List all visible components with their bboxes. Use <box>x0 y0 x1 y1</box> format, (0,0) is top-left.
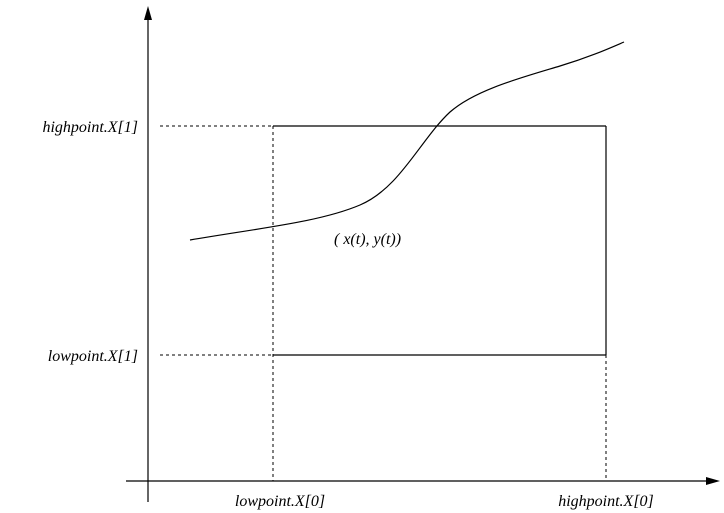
x-axis-arrowhead <box>706 477 720 485</box>
x-high-label: highpoint.X[0] <box>558 493 654 510</box>
curve-point-label: ( x(t), y(t)) <box>334 231 401 248</box>
y-high-label: highpoint.X[1] <box>42 119 138 136</box>
parametric-curve <box>189 41 625 241</box>
y-axis-arrowhead <box>144 6 152 20</box>
y-low-label: lowpoint.X[1] <box>48 348 138 365</box>
x-low-label: lowpoint.X[0] <box>235 493 325 510</box>
